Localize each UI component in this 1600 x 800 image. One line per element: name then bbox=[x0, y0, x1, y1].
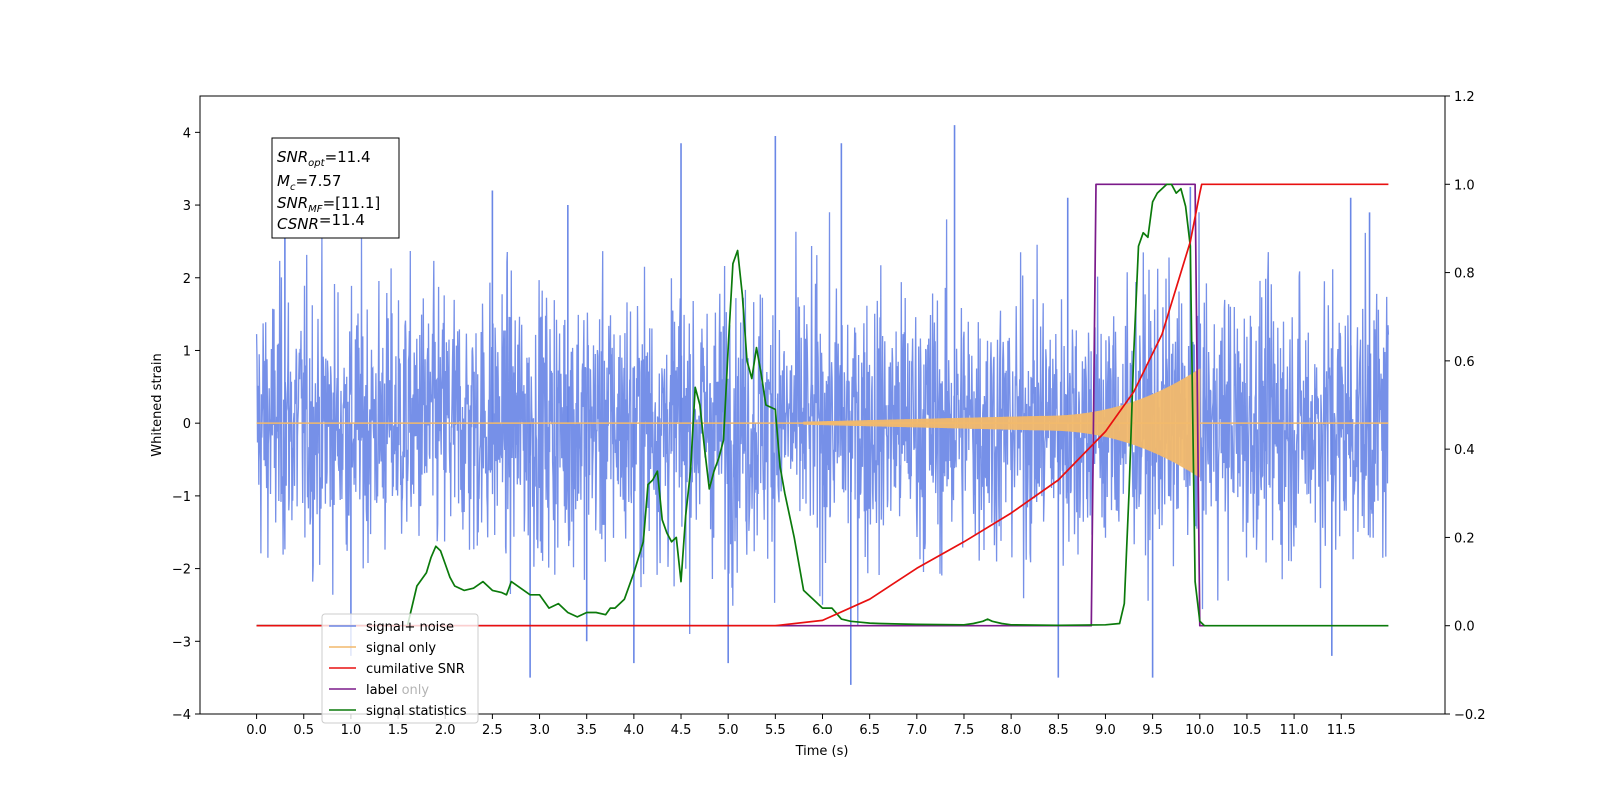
x-tick-label: 9.5 bbox=[1142, 723, 1163, 738]
y-tick-label: −3 bbox=[172, 635, 191, 650]
annotation-snr-mf: SNRMF=[11.1] bbox=[277, 194, 380, 215]
series-layer bbox=[255, 125, 1390, 685]
x-tick-label: 0.5 bbox=[293, 723, 314, 738]
y2-tick-label: 0.6 bbox=[1454, 355, 1475, 370]
x-tick-label: 7.0 bbox=[906, 723, 927, 738]
x-tick-label: 10.0 bbox=[1185, 723, 1214, 738]
x-tick-label: 3.0 bbox=[529, 723, 550, 738]
y-tick-label: 1 bbox=[183, 344, 191, 359]
annotation-snr-opt: SNRopt=11.4 bbox=[277, 148, 371, 169]
legend-frame bbox=[321, 613, 479, 724]
x-tick-label: 11.0 bbox=[1280, 723, 1309, 738]
y2-tick-label: 1.0 bbox=[1454, 178, 1475, 193]
y-tick-label: −4 bbox=[172, 708, 191, 723]
y-tick-label: −1 bbox=[172, 490, 191, 505]
legend-label-signal-only: signal only bbox=[366, 641, 436, 656]
x-axis: 0.0 0.5 1.0 1.5 2.0 2.5 3.0 3.5 4.0 4.5 5.0 5.5 6.0 6… bbox=[246, 714, 1356, 738]
x-tick-label: 7.5 bbox=[954, 723, 975, 738]
y-axis-label: Whitened strain bbox=[150, 353, 165, 456]
y-tick-label: 3 bbox=[183, 199, 191, 214]
legend-label-signal-statistics: signal statistics bbox=[366, 704, 467, 719]
y2-tick-label: 0.4 bbox=[1454, 443, 1475, 458]
x-tick-label: 0.0 bbox=[246, 723, 267, 738]
x-tick-label: 3.5 bbox=[576, 723, 597, 738]
y2-tick-label: −0.2 bbox=[1454, 708, 1486, 723]
x-tick-label: 9.0 bbox=[1095, 723, 1116, 738]
x-tick-label: 8.0 bbox=[1001, 723, 1022, 738]
legend-label-label-only: label only bbox=[366, 683, 429, 698]
annotation-frame bbox=[271, 137, 400, 239]
x-tick-label: 4.5 bbox=[671, 723, 692, 738]
y-tick-label: 0 bbox=[183, 417, 191, 432]
x-tick-label: 1.0 bbox=[341, 723, 362, 738]
series-signal-only-line bbox=[803, 368, 1201, 478]
y-axis-left: 4 3 2 1 0 −1 −2 −3 −4 bbox=[172, 126, 200, 723]
x-tick-label: 6.5 bbox=[859, 723, 880, 738]
y-tick-label: 4 bbox=[183, 126, 191, 141]
x-tick-label: 8.5 bbox=[1048, 723, 1069, 738]
x-tick-label: 6.0 bbox=[812, 723, 833, 738]
series-label-line bbox=[256, 183, 1205, 627]
legend-label-signal-noise: signal+ noise bbox=[366, 620, 454, 635]
x-tick-label: 5.0 bbox=[718, 723, 739, 738]
x-tick-label: 11.5 bbox=[1327, 723, 1356, 738]
x-tick-label: 2.0 bbox=[435, 723, 456, 738]
y-axis-right: 1.2 1.0 0.8 0.6 0.4 0.2 0.0 −0.2 bbox=[1445, 90, 1486, 723]
x-tick-label: 2.5 bbox=[482, 723, 503, 738]
x-tick-label: 1.5 bbox=[388, 723, 409, 738]
y2-tick-label: 1.2 bbox=[1454, 90, 1475, 105]
series-cumulative-snr-line bbox=[256, 183, 1389, 627]
legend: signal+ noise signal only cumilative SNR… bbox=[321, 613, 479, 724]
legend-label-cumulative-snr: cumilative SNR bbox=[366, 662, 465, 677]
x-tick-label: 5.5 bbox=[765, 723, 786, 738]
y2-tick-label: 0.2 bbox=[1454, 531, 1475, 546]
x-tick-label: 4.0 bbox=[624, 723, 645, 738]
series-signal-statistics-line bbox=[256, 183, 1389, 627]
y-tick-label: 2 bbox=[183, 272, 191, 287]
annotation-mc: Mc=7.57 bbox=[277, 172, 341, 193]
x-axis-label: Time (s) bbox=[795, 744, 849, 759]
y-tick-label: −2 bbox=[172, 563, 191, 578]
annotation-csnr: CSNR=11.4 bbox=[277, 211, 365, 233]
annotation-box: SNRopt=11.4 Mc=7.57 SNRMF=[11.1] CSNR=11… bbox=[271, 137, 400, 239]
x-tick-label: 10.5 bbox=[1232, 723, 1261, 738]
legend-label-label: label bbox=[366, 683, 397, 698]
y2-tick-label: 0.0 bbox=[1454, 620, 1475, 635]
y2-tick-label: 0.8 bbox=[1454, 267, 1475, 282]
